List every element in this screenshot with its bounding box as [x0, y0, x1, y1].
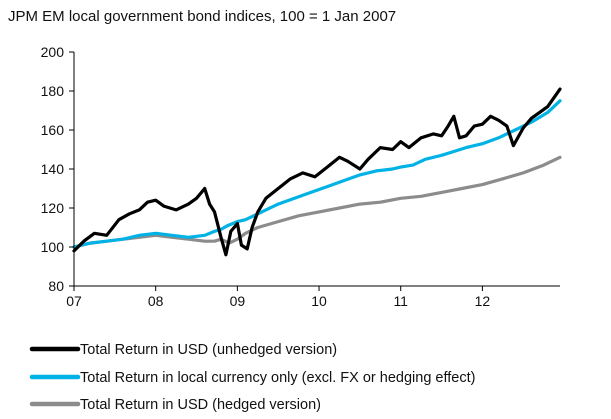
series-line-0 [72, 87, 562, 257]
y-tick-label: 180 [41, 83, 65, 99]
legend-label-0: Total Return in USD (unhedged version) [80, 342, 337, 358]
y-tick-label: 120 [41, 200, 65, 216]
x-tick-label: 11 [393, 293, 408, 309]
axes: 80 100 120 140 160 180 200 07 08 09 10 11 12 [41, 44, 560, 309]
x-tick-label: 12 [475, 293, 491, 309]
legend-label-2: Total Return in USD (hedged version) [80, 397, 321, 413]
y-tick-label: 100 [41, 239, 65, 255]
legend-label-1: Total Return in local currency only (exc… [80, 370, 475, 386]
series-line-1 [72, 99, 562, 249]
chart-title: JPM EM local government bond indices, 10… [8, 8, 397, 25]
x-tick-label: 08 [148, 293, 164, 309]
y-tick-label: 80 [48, 278, 64, 294]
x-tick-label: 10 [311, 293, 327, 309]
y-tick-label: 200 [41, 44, 65, 60]
series-lines [72, 87, 562, 257]
x-tick-label: 09 [230, 293, 246, 309]
series-line-2 [72, 155, 562, 249]
x-tick-label: 07 [66, 293, 82, 309]
y-tick-label: 140 [41, 161, 65, 177]
y-tick-label: 160 [41, 122, 65, 138]
legend: Total Return in USD (unhedged version) To… [29, 342, 475, 413]
